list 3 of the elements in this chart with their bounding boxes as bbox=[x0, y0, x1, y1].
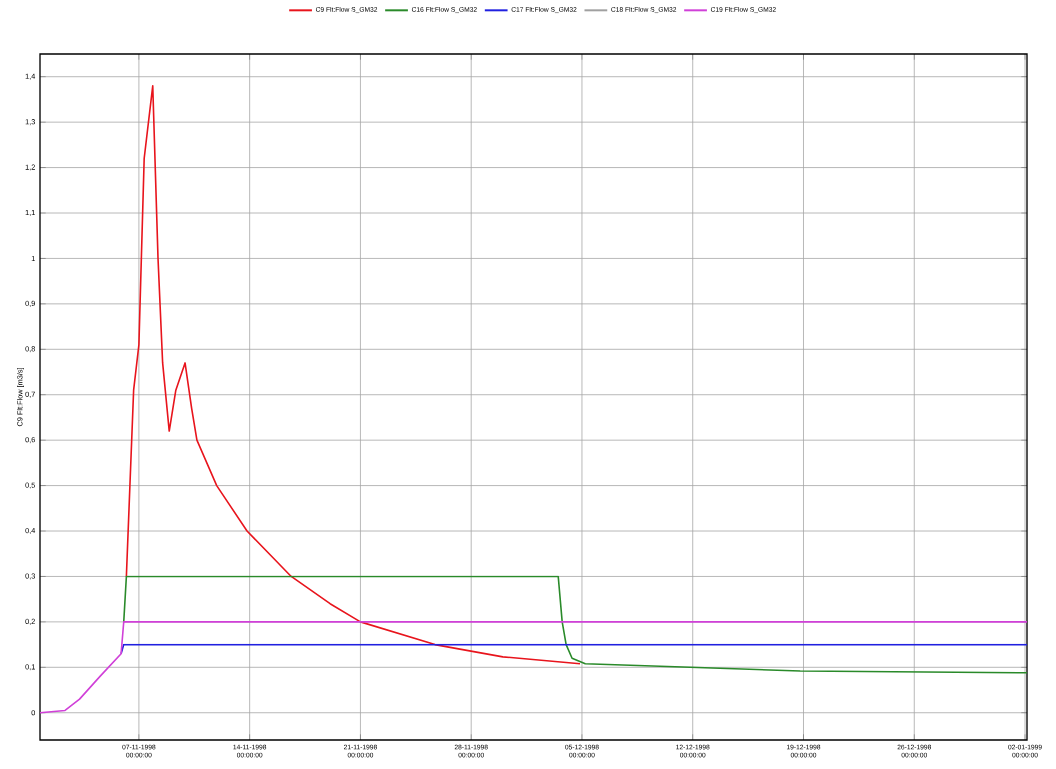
line-series bbox=[125, 85, 581, 665]
line-series bbox=[40, 621, 1028, 714]
line-series bbox=[122, 575, 1028, 674]
